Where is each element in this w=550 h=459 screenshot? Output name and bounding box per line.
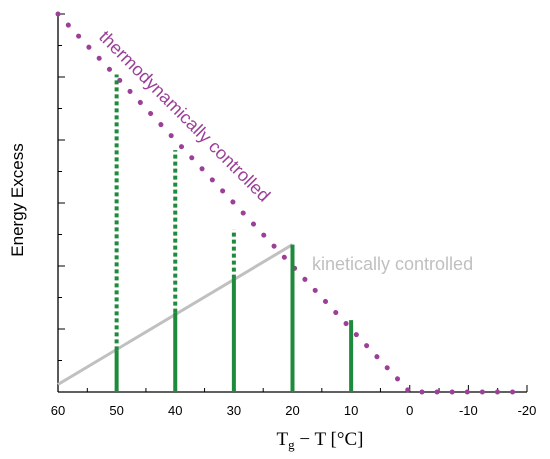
x-tick-label: 10 [344, 403, 358, 418]
x-tick-label: 40 [168, 403, 182, 418]
x-tick-label: -10 [459, 403, 478, 418]
y-axis-label: Energy Excess [8, 143, 27, 256]
x-axis-label-rest: − T [°C] [295, 429, 364, 450]
x-tick-label: 60 [51, 403, 65, 418]
x-tick-label: -20 [518, 403, 537, 418]
x-axis-label-sub: g [288, 437, 295, 452]
x-tick-label: 50 [109, 403, 123, 418]
bars-layer [114, 74, 354, 392]
x-tick-label: 0 [406, 403, 413, 418]
kinetic-annotation: kinetically controlled [312, 254, 473, 274]
thermo-annotation: thermodynamically controlled [95, 27, 274, 206]
x-axis-label-main: T [277, 429, 289, 450]
x-tick-label: 20 [285, 403, 299, 418]
x-tick-label: 30 [227, 403, 241, 418]
x-axis-label: Tg − T [°C] [277, 429, 364, 452]
